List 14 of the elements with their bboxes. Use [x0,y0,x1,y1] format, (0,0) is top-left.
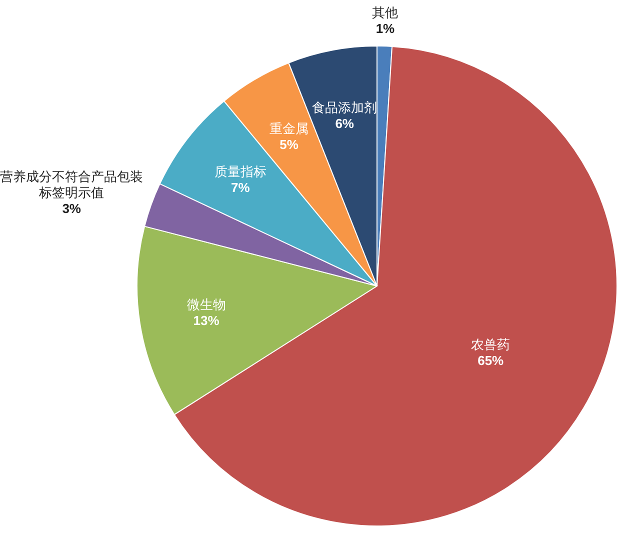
data-label: 3% [61,201,82,218]
data-label: 6% [334,116,355,132]
slice-label: 其他 [372,4,398,21]
slice-label: 农兽药 [471,337,510,354]
data-label: 5% [278,137,300,154]
data-label: 65% [476,353,505,370]
data-label: 7% [230,180,251,196]
slice-label: 营养成分不符合产品包装标签明示值 [0,169,144,202]
slice-label: 重金属 [270,121,309,138]
data-label: 1% [374,20,396,37]
slice-label: 质量指标 [214,164,266,180]
data-label: 13% [192,313,220,330]
slice-label: 食品添加剂 [312,100,378,116]
slice-label: 微生物 [186,297,226,314]
